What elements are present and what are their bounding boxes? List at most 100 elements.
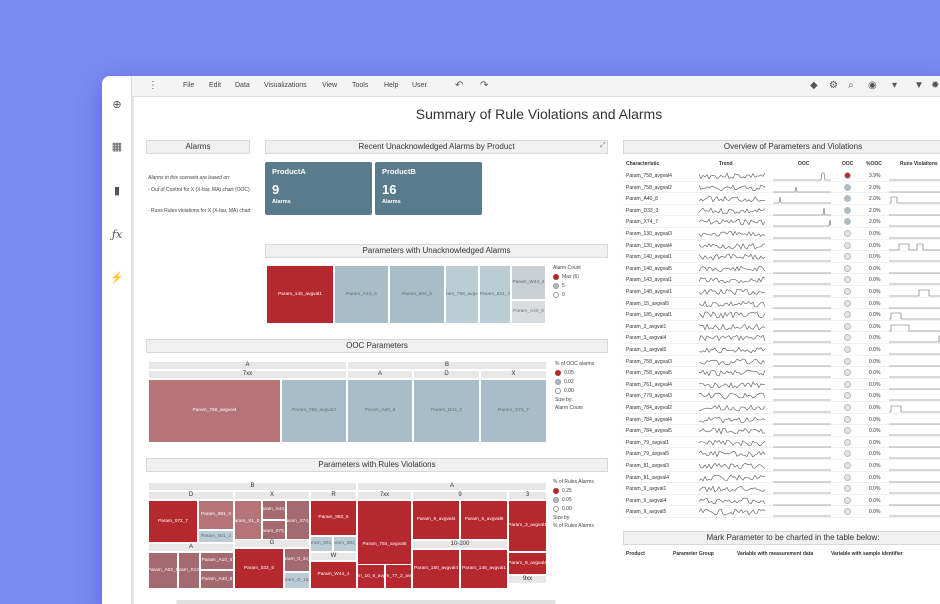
treemap-tile[interactable]: Param_G_15_7 <box>284 572 310 589</box>
menu-tools[interactable]: Tools <box>352 82 369 89</box>
treemap-tile[interactable]: Param_758_avgval4 <box>445 265 479 324</box>
table-row[interactable]: Param_9_avgval5 0.0% <box>623 506 940 518</box>
table-row[interactable]: Param_81_avgval3 0.0% <box>623 460 940 472</box>
table-row[interactable]: Param_130_avgval3 0.0% <box>623 228 940 240</box>
treemap-tile[interactable]: Param_X44_7 <box>262 500 286 520</box>
table-row[interactable]: Param_A40_8 2.0% <box>623 193 940 205</box>
treemap-tile[interactable]: Param_072_7 <box>148 500 198 543</box>
table-row[interactable]: Param_143_avgval1 0.0% <box>623 274 940 286</box>
menu-help[interactable]: Help <box>384 82 399 89</box>
table-row[interactable]: Param_3_avgval5 0.0% <box>623 344 940 356</box>
treemap-header: G <box>234 539 310 548</box>
table-row[interactable]: Param_761_avgval4 0.0% <box>623 379 940 391</box>
treemap-tile[interactable]: Param_X14_7 <box>178 552 200 589</box>
table-row[interactable]: Param_81_avgval4 0.0% <box>623 472 940 484</box>
table-row[interactable]: Param_758_avgval4 3.9% <box>623 170 940 182</box>
function-icon[interactable]: ƒx <box>111 228 123 241</box>
table-row[interactable]: Param_D33_3 2.0% <box>623 205 940 217</box>
table-row[interactable]: Param_148_avgval1 0.0% <box>623 286 940 298</box>
menu-edit[interactable]: Edit <box>209 82 222 89</box>
add-icon[interactable]: ⊕ <box>112 99 122 111</box>
treemap-tile[interactable]: Param_033_6 <box>234 548 284 589</box>
menu-view[interactable]: View <box>322 82 338 89</box>
bar-chart-icon[interactable]: ▮ <box>113 185 121 197</box>
treemap-tile[interactable]: Param_10_6_avgval4 <box>357 564 385 589</box>
treemap-tile[interactable]: Param_D33_3 <box>413 379 480 443</box>
table-row[interactable]: Param_779_avgval3 0.0% <box>623 390 940 402</box>
treemap-tile[interactable]: Param_W44_4 <box>511 265 546 300</box>
table-row[interactable]: Param_140_avgval5 0.0% <box>623 263 940 275</box>
treemap-tile[interactable]: Param_882_1 <box>333 536 357 552</box>
treemap-tile[interactable]: Param_X1_0_8 <box>234 500 262 543</box>
pct-ooc-cell: 0.0% <box>869 300 881 307</box>
lightning-icon[interactable]: ⚡ <box>110 272 124 284</box>
product-card-b[interactable]: ProductB 16 Alarms <box>375 162 482 215</box>
menu-file[interactable]: File <box>183 82 195 89</box>
treemap-tile[interactable]: Param_883_6 <box>310 500 357 536</box>
treemap-tile[interactable]: Param_5_avgval8 <box>460 500 508 540</box>
treemap-tile[interactable]: Param_9_avgval4 <box>412 500 460 540</box>
menu-visualizations[interactable]: Visualizations <box>264 82 307 89</box>
treemap-tile[interactable]: Param_758_avgval4 <box>148 379 281 443</box>
gear-icon[interactable]: ✹ <box>931 80 940 91</box>
bookmark-icon[interactable]: ▾ <box>892 80 898 91</box>
table-row[interactable]: Param_758_avgval2 2.0% <box>623 182 940 194</box>
table-row[interactable]: Param_79_avgval5 0.0% <box>623 448 940 460</box>
table-row[interactable]: Param_9_avgval4 0.0% <box>623 495 940 507</box>
expand-icon[interactable]: ⤢ <box>600 142 606 149</box>
treemap-tile[interactable]: Param_A40_8 <box>200 570 234 589</box>
treemap-tile[interactable]: Param_081_6 <box>198 500 234 530</box>
table-row[interactable]: Param_784_avgval2 0.0% <box>623 402 940 414</box>
treemap-tile[interactable]: Param_3_avgval1 <box>508 500 547 552</box>
search-icon[interactable]: ⌕ <box>848 80 854 91</box>
treemap-tile[interactable]: Param_A40_8 <box>511 300 546 324</box>
comment-icon[interactable]: ◉ <box>868 80 877 91</box>
treemap-tile[interactable]: Param_831_2 <box>479 265 511 324</box>
table-row[interactable]: Param_758_avgval5 0.0% <box>623 367 940 379</box>
table-row[interactable]: Param_758_avgval3 0.0% <box>623 356 940 368</box>
table-row[interactable]: Param_784_avgval4 0.0% <box>623 414 940 426</box>
characteristic-cell: Param_784_avgval4 <box>626 416 672 423</box>
table-row[interactable]: Param_784_avgval5 0.0% <box>623 425 940 437</box>
treemap-tile[interactable]: Param_X74_2 <box>286 500 310 543</box>
treemap-tile[interactable]: Param_504_6 <box>389 265 445 324</box>
bookmark-page-icon[interactable]: ◆ <box>810 80 818 91</box>
treemap-tile[interactable]: Param_150_avgval4 <box>412 549 460 589</box>
filter-icon[interactable]: ▼ <box>914 80 924 91</box>
table-row[interactable]: Param_130_avgval4 0.0% <box>623 240 940 252</box>
table-row[interactable]: Param_140_avgval1 0.0% <box>623 251 940 263</box>
table-row[interactable]: Param_9_avgval1 0.0% <box>623 483 940 495</box>
table-row[interactable]: Param_3_avgval1 0.0% <box>623 321 940 333</box>
table-row[interactable]: Param_185_avgval1 0.0% <box>623 309 940 321</box>
treemap-tile[interactable]: Param_145_avgval1 <box>266 265 334 324</box>
treemap-tile[interactable]: Param_001_3 <box>198 530 234 543</box>
table-row[interactable]: Param_3_avgval4 0.0% <box>623 332 940 344</box>
menu-user[interactable]: User <box>412 82 427 89</box>
treemap-tile[interactable]: Param_77_2_avgval3 <box>385 564 412 589</box>
treemap-tile[interactable]: Param_9_avgval4 <box>508 552 547 575</box>
treemap-tile[interactable]: Param_0_34_8 <box>284 548 310 572</box>
table-icon[interactable]: ▦ <box>111 141 123 153</box>
table-row[interactable]: Param_X74_7 2.0% <box>623 216 940 228</box>
ooc-sparkline <box>773 172 831 181</box>
treemap-tile[interactable]: Param_A10_6 <box>200 552 234 570</box>
table-row[interactable]: Param_15_avgval5 0.0% <box>623 298 940 310</box>
horizontal-scrollbar[interactable] <box>176 600 556 604</box>
treemap-tile[interactable]: Param_148_avgval1 <box>460 549 508 589</box>
treemap-tile[interactable]: Param_A40_6 <box>347 379 413 443</box>
treemap-tile[interactable]: Param_X74_7 <box>480 379 547 443</box>
menu-data[interactable]: Data <box>235 82 250 89</box>
product-card-a[interactable]: ProductA 9 Alarms <box>265 162 372 215</box>
treemap-tile[interactable]: Param_W44_4 <box>310 561 357 589</box>
treemap-tile[interactable]: Param_831_5 <box>310 536 333 552</box>
treemap-tile[interactable]: Param_A02_8 <box>148 552 178 589</box>
more-vertical-icon[interactable]: ⋮ <box>148 80 158 91</box>
undo-icon[interactable]: ↶ <box>455 80 464 91</box>
redo-icon[interactable]: ↷ <box>480 80 489 91</box>
column-header[interactable]: OOC <box>842 161 854 167</box>
settings-icon[interactable]: ⚙ <box>829 80 838 91</box>
treemap-tile[interactable]: Param_758_avgval2 <box>281 379 347 443</box>
treemap-tile[interactable]: Param_A10_6 <box>334 265 389 324</box>
treemap-header: 7xx <box>357 491 412 500</box>
table-row[interactable]: Param_79_avgval1 0.0% <box>623 437 940 449</box>
